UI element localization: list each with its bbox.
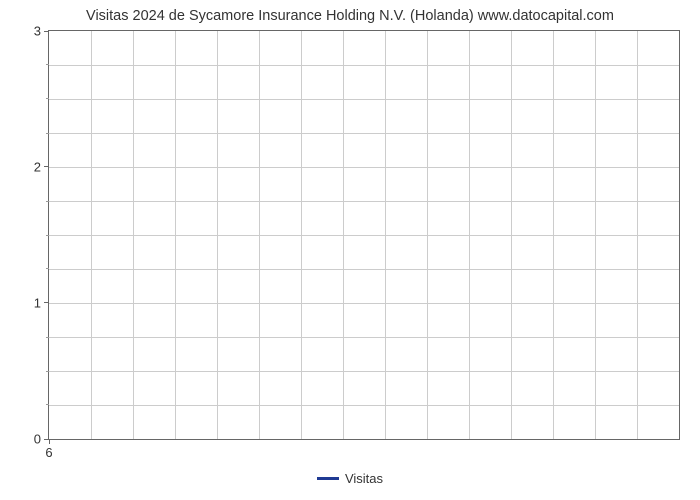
y-tick-label: 1 — [34, 295, 41, 310]
legend: Visitas — [0, 471, 700, 486]
y-minor-tick-mark — [46, 64, 49, 65]
legend-label: Visitas — [345, 471, 383, 486]
vgrid — [217, 31, 218, 439]
hgrid — [49, 303, 679, 304]
y-minor-tick-mark — [46, 268, 49, 269]
y-minor-tick-mark — [46, 133, 49, 134]
vgrid — [343, 31, 344, 439]
vgrid — [259, 31, 260, 439]
vgrid — [385, 31, 386, 439]
x-tick-mark — [49, 439, 50, 444]
hgrid-minor — [49, 337, 679, 338]
y-minor-tick-mark — [46, 98, 49, 99]
hgrid-minor — [49, 405, 679, 406]
vgrid — [175, 31, 176, 439]
legend-swatch — [317, 477, 339, 480]
hgrid-minor — [49, 201, 679, 202]
y-minor-tick-mark — [46, 371, 49, 372]
hgrid-minor — [49, 235, 679, 236]
plot-wrap: 01236 — [48, 30, 680, 440]
chart-container: Visitas 2024 de Sycamore Insurance Holdi… — [0, 0, 700, 500]
vgrid — [133, 31, 134, 439]
vgrid — [427, 31, 428, 439]
plot-area: 01236 — [48, 30, 680, 440]
vgrid — [91, 31, 92, 439]
y-tick-label: 2 — [34, 159, 41, 174]
vgrid — [511, 31, 512, 439]
vgrid — [301, 31, 302, 439]
hgrid-minor — [49, 269, 679, 270]
hgrid-minor — [49, 371, 679, 372]
vgrid — [469, 31, 470, 439]
y-minor-tick-mark — [46, 404, 49, 405]
hgrid-minor — [49, 133, 679, 134]
y-tick-mark — [44, 31, 49, 32]
hgrid-minor — [49, 65, 679, 66]
vgrid — [595, 31, 596, 439]
hgrid — [49, 167, 679, 168]
hgrid-minor — [49, 99, 679, 100]
y-tick-mark — [44, 166, 49, 167]
x-tick-label: 6 — [45, 445, 52, 460]
y-minor-tick-mark — [46, 235, 49, 236]
y-tick-label: 0 — [34, 432, 41, 447]
chart-title: Visitas 2024 de Sycamore Insurance Holdi… — [0, 8, 700, 24]
vgrid — [637, 31, 638, 439]
y-minor-tick-mark — [46, 201, 49, 202]
y-minor-tick-mark — [46, 337, 49, 338]
y-tick-label: 3 — [34, 24, 41, 39]
y-tick-mark — [44, 302, 49, 303]
vgrid — [553, 31, 554, 439]
